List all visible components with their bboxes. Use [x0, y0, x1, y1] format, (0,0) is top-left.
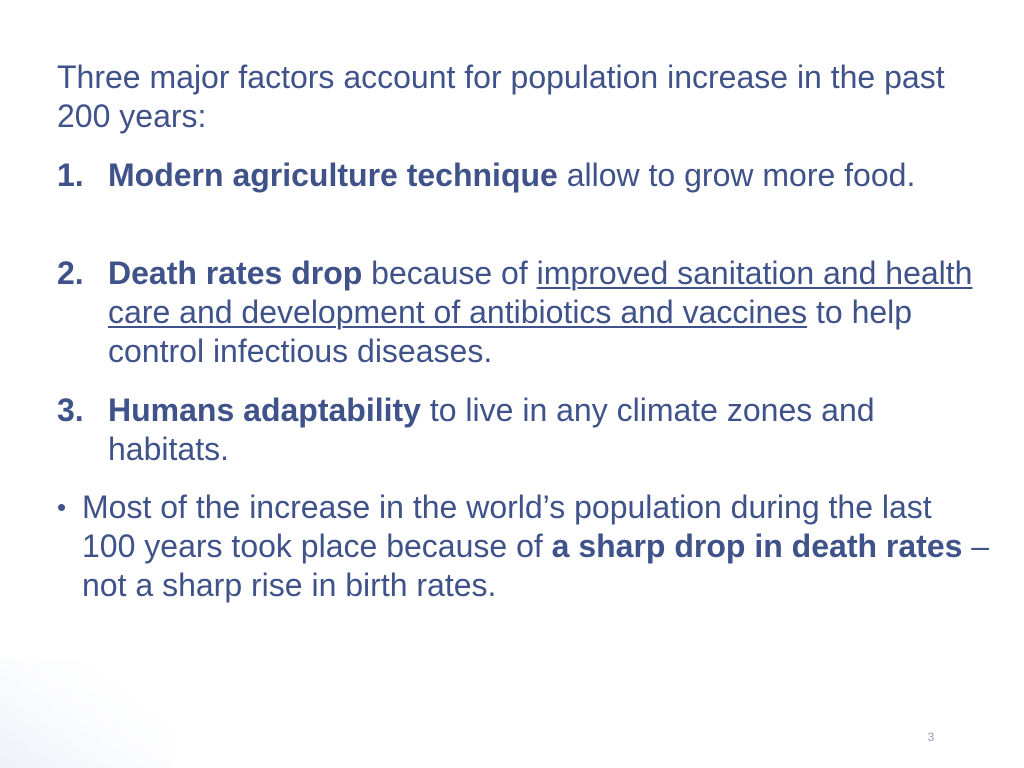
bullet-body: Most of the increase in the world’s popu… [82, 488, 992, 605]
item-body: Death rates drop because of improved san… [108, 254, 992, 371]
factor-item-1: 1. Modern agriculture technique allow to… [57, 156, 992, 195]
page-number: 3 [927, 730, 935, 744]
item-bold-text: Modern agriculture technique [108, 157, 558, 193]
factor-item-2: 2. Death rates drop because of improved … [57, 254, 992, 371]
item-body: Humans adaptability to live in any clima… [108, 391, 992, 469]
item-underlined-text: improved sanitation and health care and … [108, 255, 973, 330]
item-text: allow to grow more food. [557, 157, 916, 193]
intro-text: Three major factors account for populati… [57, 59, 945, 134]
item-number: 2. [57, 255, 84, 291]
bullet-text-after: – not a sharp rise in birth rates. [82, 528, 990, 603]
item-text: because of [362, 255, 537, 291]
item-number: 1. [57, 157, 84, 193]
bullet-text: Most of the increase in the world’s popu… [82, 489, 932, 564]
summary-bullet: • Most of the increase in the world’s po… [57, 488, 992, 605]
item-bold-text: Humans adaptability [108, 392, 421, 428]
corner-decoration [0, 658, 170, 768]
bullet-bold-text: a sharp drop in death rates [551, 528, 963, 564]
item-text-after: to help control infectious diseases. [108, 294, 913, 369]
bullet-marker: • [57, 492, 67, 522]
item-bold-text: Death rates drop [108, 255, 363, 291]
item-body: Modern agriculture technique allow to gr… [108, 156, 992, 195]
item-text: to live in any climate zones and habitat… [108, 392, 875, 467]
factor-item-3: 3. Humans adaptability to live in any cl… [57, 391, 992, 469]
item-number: 3. [57, 392, 84, 428]
